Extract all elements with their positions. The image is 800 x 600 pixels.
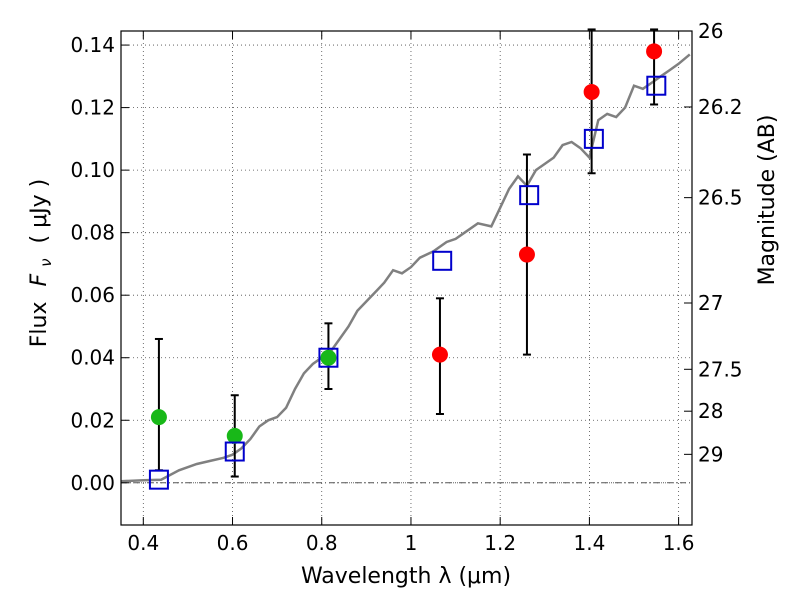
svg-text:Flux F ν ( μ: Flux F ν ( μJy ) (27, 179, 57, 347)
observed-flux-point (320, 349, 337, 366)
observed-flux-point (583, 83, 600, 100)
ticks (121, 30, 692, 525)
y-tick-label: 0.14 (70, 33, 115, 57)
y-tick-label: 0.08 (70, 221, 115, 245)
model-spectrum-line (120, 53, 691, 483)
y-axis-label-unit: ( μJy ) (27, 179, 52, 244)
model-flux-point (224, 441, 245, 462)
model-points (148, 75, 667, 490)
x-tick-label: 1.6 (663, 531, 695, 555)
observed-flux-point (226, 427, 243, 444)
y-axis-label-symbol: F (27, 273, 52, 286)
error-bars (154, 28, 659, 478)
x-tick-label: 0.4 (127, 531, 159, 555)
x-axis-label: Wavelength λ (μm) (301, 564, 511, 589)
y-tick-label: 0.10 (70, 158, 115, 182)
y2-tick-label: 27 (698, 291, 723, 315)
y-tick-label: 0.06 (70, 283, 115, 307)
y2-tick-label: 26 (698, 19, 723, 43)
x-tick-label: 0.8 (306, 531, 338, 555)
y-axis-label-text: Flux (27, 301, 52, 347)
y-tick-label: 0.02 (70, 408, 115, 432)
x-tick-label: 0.6 (217, 531, 249, 555)
y-axis-label-subscript: ν (37, 258, 55, 266)
x-tick-label: 1 (405, 531, 418, 555)
grid (121, 31, 692, 525)
model-flux-point (519, 185, 540, 206)
y-axis-label: Flux F ν ( μJy ) (27, 179, 57, 347)
observed-flux-point (518, 246, 535, 263)
plot-frame (120, 30, 693, 526)
y2-tick-label: 26.2 (698, 95, 743, 119)
observed-flux-point (150, 409, 167, 426)
model-flux-point (148, 469, 169, 490)
y2-tick-label: 29 (698, 442, 723, 466)
y2-tick-label: 28 (698, 399, 723, 423)
observed-points (150, 43, 663, 444)
observed-flux-point (431, 346, 448, 363)
model-flux-point (318, 347, 339, 368)
y-tick-label: 0.00 (70, 471, 115, 495)
tick-labels: 0.4 0.6 0.8 1 1.2 1.4 1.6 0.00 0.02 0.04 0.06 0.08 0… (70, 19, 742, 555)
y-tick-label: 0.04 (70, 346, 115, 370)
x-tick-label: 1.4 (573, 531, 605, 555)
observed-flux-point (646, 43, 663, 60)
y2-tick-label: 27.5 (698, 357, 743, 381)
y2-tick-label: 26.5 (698, 186, 743, 210)
x-tick-label: 1.2 (484, 531, 516, 555)
model-flux-point (432, 250, 453, 271)
model-flux-point (646, 75, 667, 96)
model-flux-point (583, 128, 604, 149)
y-tick-label: 0.12 (70, 96, 115, 120)
y2-axis-label: Magnitude (AB) (755, 115, 780, 286)
